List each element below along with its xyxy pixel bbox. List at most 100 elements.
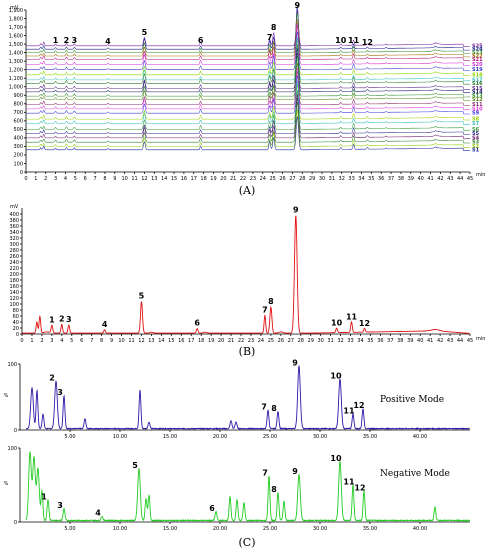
panel-a-trace (26, 75, 470, 115)
panel-a-peak-label: 12 (362, 38, 373, 47)
panel-a-x-tick-label: 25 (269, 176, 275, 182)
panel-a-x-tick-label: 36 (378, 176, 384, 182)
panel-b-x-tick-label: 7 (90, 338, 93, 344)
panel-c-x-tick-label: 20.00 (213, 526, 227, 532)
panel-c-x-tick-label: 30.00 (313, 526, 327, 532)
panel-a-x-tick-label: 0 (24, 176, 27, 182)
panel-b-x-tick-label: 14 (158, 338, 164, 344)
panel-a-trace (26, 19, 470, 58)
panel-b-x-tick-label: 20 (218, 338, 224, 344)
panel-c-y-tick-label: 100 (7, 446, 17, 452)
panel-a-trace (26, 55, 470, 98)
panel-a-x-tick-label: 28 (299, 176, 305, 182)
panel-c-peak-label: 12 (353, 401, 364, 410)
panel-b-y-tick-label: 100 (9, 302, 19, 308)
panel-c-peak-label: 10 (330, 454, 342, 463)
panel-b-peak-label: 9 (293, 206, 299, 215)
panel-a-y-tick-label: 1,800 (9, 16, 23, 22)
panel-c-x-tick-label: 40.00 (413, 526, 427, 532)
panel-a-x-tick-label: 27 (289, 176, 295, 182)
panel-b-y-tick-label: 240 (9, 260, 19, 266)
panel-a-y-tick-label: 1,100 (9, 76, 23, 82)
panel-a-y-unit: mV (10, 5, 19, 11)
panel-b: 0204060801001201401601802002202402602803… (9, 204, 485, 358)
panel-b-x-tick-label: 11 (128, 338, 134, 344)
panel-c-x-tick-label: 25.00 (263, 526, 277, 532)
panel-a-legend-label: S16 (472, 81, 483, 87)
panel-c-peak-label: 9 (292, 358, 298, 367)
panel-b-x-tick-label: 28 (298, 338, 304, 344)
panel-a-trace (26, 84, 470, 121)
panel-a-x-tick-label: 24 (260, 176, 266, 182)
panel-b-x-tick-label: 43 (447, 338, 453, 344)
panel-a-x-tick-label: 1 (34, 176, 37, 182)
panel-b-y-tick-label: 60 (13, 314, 19, 320)
panel-a-x-tick-label: 45 (467, 176, 473, 182)
panel-a-x-tick-label: 6 (84, 176, 87, 182)
panel-a-y-tick-label: 1,200 (9, 67, 23, 73)
panel-a-legend-label: S24 (472, 47, 483, 53)
panel-a-trace (26, 90, 470, 131)
panel-b-y-tick-label: 120 (9, 296, 19, 302)
panel-a-x-tick-label: 26 (279, 176, 285, 182)
panel-b-peak-label: 5 (139, 292, 145, 301)
panel-a-x-tick-label: 34 (358, 176, 364, 182)
panel-a-x-tick-label: 14 (161, 176, 167, 182)
panel-b-x-tick-label: 4 (60, 338, 63, 344)
panel-a-legend-label: S5 (472, 131, 480, 137)
panel-c-y-unit: % (4, 393, 9, 399)
panel-a-y-tick-label: 0 (20, 170, 23, 176)
panel-a-x-tick-label: 5 (74, 176, 77, 182)
panel-c-x-tick-label: 10.00 (113, 434, 127, 440)
panel-b-peak-label: 2 (59, 314, 65, 323)
panel-b-x-tick-label: 21 (228, 338, 234, 344)
panel-a-x-tick-label: 15 (171, 176, 177, 182)
panel-b-x-tick-label: 1 (30, 338, 33, 344)
panel-b-y-unit: mV (10, 204, 19, 210)
panel-b-x-tick-label: 30 (317, 338, 323, 344)
panel-b-peak-label: 3 (66, 315, 72, 324)
panel-a-legend: S25S24S23S22S21S20S19S18S17S16S15S14S13S… (472, 43, 483, 153)
panel-a-x-tick-label: 38 (398, 176, 404, 182)
panel-b-x-tick-label: 23 (248, 338, 254, 344)
panel-b-x-tick-label: 19 (208, 338, 214, 344)
panel-a-y-tick-label: 300 (13, 144, 23, 150)
panel-c-x-tick-label: 15.00 (163, 434, 177, 440)
panel-a-legend-label: S11 (472, 102, 483, 108)
panel-a-legend-label: S25 (472, 43, 483, 49)
panel-a-peak-label: 10 (335, 36, 347, 45)
panel-a-legend-label: S21 (472, 57, 483, 63)
panel-a-peak-label: 2 (64, 36, 70, 45)
panel-a-x-tick-label: 20 (220, 176, 226, 182)
panel-b-y-tick-label: 40 (13, 320, 19, 326)
panel-a-legend-label: S7 (472, 121, 480, 127)
panel-a-caption: (A) (239, 184, 256, 197)
panel-a-trace (26, 48, 470, 93)
panel-a-trace (26, 98, 470, 135)
panel-a-trace (26, 31, 470, 71)
panel-a-y-tick-label: 700 (13, 110, 23, 116)
panel-b-peak-label: 11 (346, 313, 358, 322)
panel-a-y-tick-label: 600 (13, 119, 23, 125)
panel-a-x-tick-label: 4 (64, 176, 67, 182)
panel-c-peak-label: 2 (49, 373, 55, 382)
panel-a-legend-label: S15 (472, 86, 483, 92)
panel-c-caption: (C) (239, 536, 256, 549)
panel-b-x-tick-label: 2 (40, 338, 43, 344)
panel-a-legend-label: S18 (472, 72, 483, 78)
panel-b-y-tick-label: 160 (9, 284, 19, 290)
panel-b-x-tick-label: 24 (258, 338, 264, 344)
panel-a-y-tick-label: 1,500 (9, 42, 23, 48)
panel-c-y-tick-label: 0 (14, 520, 17, 526)
panel-a-x-tick-label: 22 (240, 176, 246, 182)
panel-c-x-tick-label: 35.00 (363, 434, 377, 440)
panel-b-x-tick-label: 13 (148, 338, 154, 344)
panel-c-x-tick-label: 40.00 (413, 434, 427, 440)
panel-b-x-tick-label: 45 (467, 338, 473, 344)
panel-b-peak-label: 8 (268, 297, 274, 306)
panel-a-peak-label: 7 (267, 33, 273, 42)
